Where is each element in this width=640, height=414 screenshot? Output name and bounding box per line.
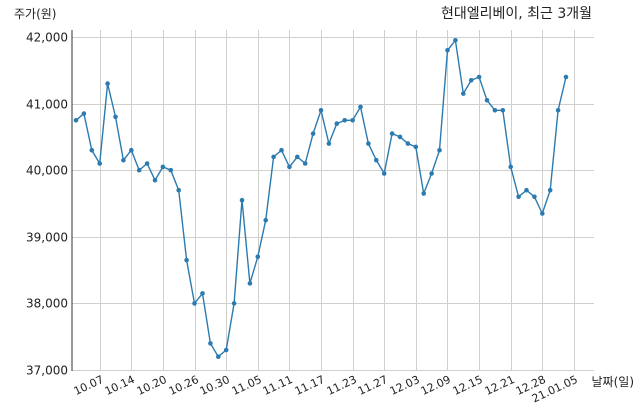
data-point: [350, 118, 355, 123]
data-point: [389, 131, 395, 136]
data-point: [413, 144, 419, 150]
x-tick-labels: 10.0710.1410.2010.2610.3011.0511.1111.17…: [72, 373, 580, 405]
data-point: [508, 164, 513, 170]
price-series-points: [73, 38, 569, 360]
data-point: [295, 154, 300, 160]
data-point: [468, 78, 474, 83]
data-point: [176, 187, 181, 193]
data-point: [97, 161, 102, 166]
data-point: [136, 167, 142, 173]
data-point: [381, 171, 387, 176]
x-tick-label: 12.15: [451, 373, 485, 398]
data-point: [279, 147, 284, 153]
x-tick-label: 10.26: [167, 373, 201, 398]
data-point: [484, 98, 490, 103]
data-point: [310, 131, 316, 136]
y-tick-label: 39,000: [26, 231, 68, 245]
x-gridlines: [100, 30, 575, 371]
data-point: [358, 104, 363, 110]
data-point: [168, 167, 174, 173]
data-point: [397, 134, 403, 140]
data-point: [555, 108, 561, 113]
data-point: [208, 341, 213, 346]
x-axis-label: 날짜(일): [592, 375, 634, 389]
data-point: [334, 121, 340, 126]
x-tick-label: 12.03: [388, 373, 422, 398]
x-tick-label: 11.17: [293, 373, 327, 398]
x-tick-label: 12.21: [483, 373, 517, 398]
data-point: [366, 141, 371, 146]
data-point: [492, 108, 498, 113]
data-point: [326, 141, 332, 146]
data-point: [223, 347, 229, 353]
data-point: [152, 177, 158, 183]
chart-title: 현대엘리베이, 최근 3개월: [441, 6, 592, 22]
data-point: [445, 48, 450, 53]
data-point: [429, 171, 434, 176]
y-tick-label: 37,000: [26, 364, 68, 378]
data-point: [287, 164, 292, 170]
data-point: [318, 108, 324, 113]
data-point: [342, 118, 348, 123]
data-point: [563, 74, 569, 80]
data-point: [271, 154, 276, 160]
data-point: [524, 187, 529, 193]
data-point: [239, 197, 245, 203]
data-point: [302, 161, 308, 166]
data-point: [160, 164, 166, 170]
data-point: [184, 257, 189, 263]
data-point: [231, 301, 237, 306]
data-point: [540, 211, 545, 216]
data-point: [144, 161, 150, 166]
data-point: [255, 254, 261, 260]
data-point: [129, 147, 134, 153]
y-tick-label: 38,000: [26, 297, 68, 311]
x-tick-label: 11.05: [230, 373, 264, 398]
data-point: [200, 291, 205, 296]
y-axis-label: 주가(원): [14, 7, 56, 21]
data-point: [500, 108, 506, 113]
x-tick-label: 11.23: [325, 373, 359, 398]
data-point: [476, 74, 482, 80]
data-point: [516, 194, 521, 200]
data-point: [89, 147, 95, 153]
data-point: [247, 281, 253, 286]
data-point: [421, 191, 427, 196]
x-tick-label: 10.30: [198, 373, 232, 398]
x-tick-label: 11.11: [261, 373, 295, 398]
data-point: [216, 354, 221, 360]
x-tick-label: 10.07: [72, 373, 106, 398]
data-point: [461, 91, 466, 96]
data-point: [81, 111, 87, 116]
data-point: [453, 38, 458, 43]
data-point: [113, 114, 118, 120]
y-tick-label: 40,000: [26, 164, 68, 178]
data-point: [405, 141, 411, 146]
data-point: [192, 301, 197, 306]
data-point: [121, 157, 126, 163]
y-gridlines: [72, 37, 594, 371]
data-point: [374, 157, 379, 163]
y-tick-label: 42,000: [26, 31, 68, 45]
x-tick-label: 12.09: [419, 373, 453, 398]
data-point: [105, 81, 110, 86]
y-tick-labels: 37,000 38,000 39,000 40,000 41,000 42,000: [26, 31, 68, 378]
data-point: [73, 118, 79, 123]
x-tick-label: 10.14: [103, 373, 137, 398]
data-point: [547, 187, 553, 193]
x-tick-label: 11.27: [356, 373, 390, 398]
y-tick-label: 41,000: [26, 98, 68, 112]
data-point: [532, 194, 537, 200]
data-point: [437, 147, 442, 153]
data-point: [263, 217, 269, 223]
x-tick-label: 10.20: [135, 373, 169, 398]
